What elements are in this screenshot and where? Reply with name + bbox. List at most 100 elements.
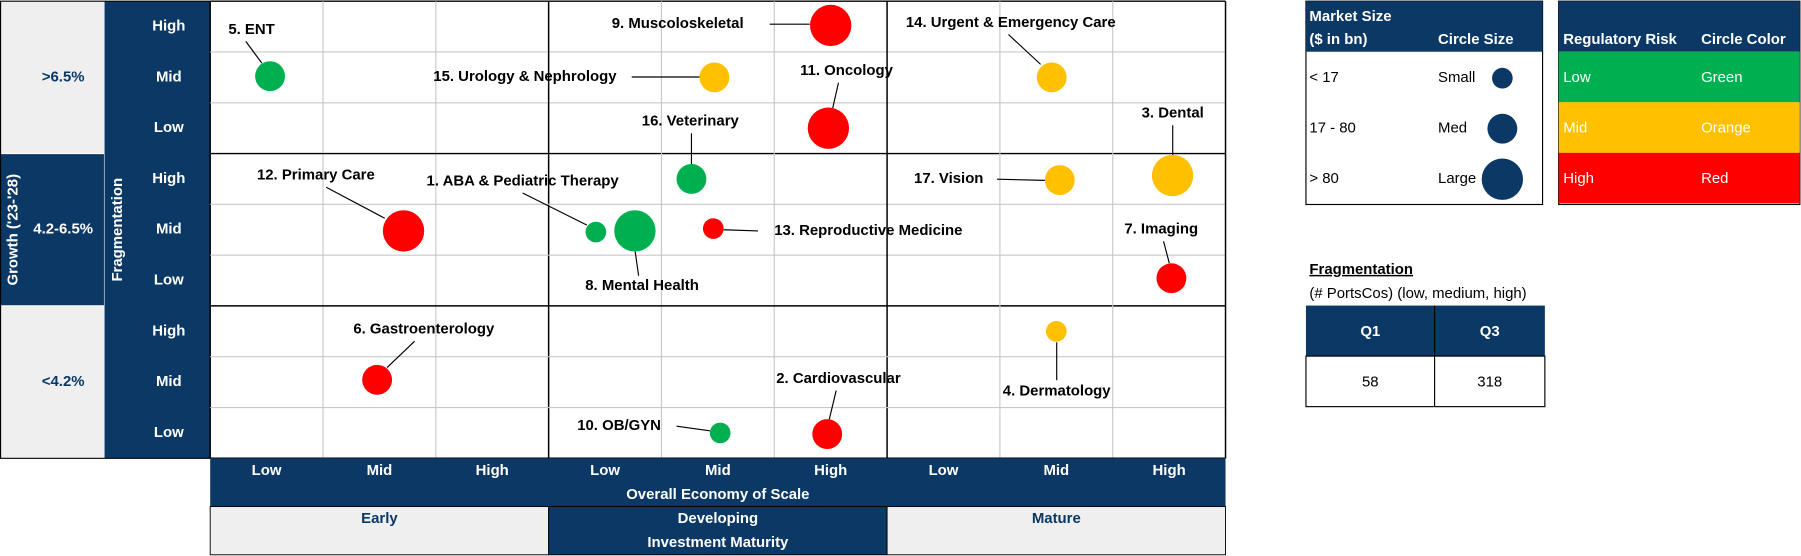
leader-line: [832, 82, 840, 109]
maturity-label: Early: [361, 510, 398, 527]
growth-band: [0, 0, 106, 155]
bubble-label: 7. Imaging: [1124, 221, 1198, 238]
bubble-label: 13. Reproductive Medicine: [774, 222, 962, 239]
bubble-label: 15. Urology & Nephrology: [433, 68, 617, 85]
bubble-label: 14. Urgent & Emergency Care: [906, 14, 1116, 31]
fragmentation-label: High: [152, 170, 185, 187]
leader-line: [1162, 241, 1170, 264]
leader-line: [996, 178, 1046, 181]
bubble-label: 2. Cardiovascular: [776, 370, 901, 387]
bubble-label: 16. Veterinary: [642, 113, 740, 130]
bubble-label: 6. Gastroenterology: [353, 321, 495, 338]
bubble: [382, 210, 425, 252]
leader-line: [828, 390, 837, 420]
size-swatch: [1481, 158, 1524, 200]
fragmentation-column: [104, 1, 211, 459]
maturity-band: [886, 506, 1226, 556]
size-range: 17 - 80: [1309, 120, 1355, 137]
bubble-label: 8. Mental Health: [585, 277, 699, 294]
fragmentation-label: Low: [154, 271, 184, 288]
x-axis-band: [210, 458, 1226, 507]
growth-band-label: <4.2%: [42, 373, 85, 390]
bubble: [812, 419, 843, 449]
leader-line: [245, 41, 263, 64]
size-range: < 17: [1309, 69, 1338, 86]
bubble: [702, 218, 724, 239]
bubble: [614, 210, 656, 252]
risk-name: Mid: [1563, 120, 1587, 137]
fragmentation-label: High: [152, 322, 185, 339]
x-tick-label: Mid: [1043, 462, 1069, 479]
growth-band-label: >6.5%: [42, 68, 85, 85]
y-subtitle: Fragmentation: [109, 178, 126, 282]
size-name: Large: [1438, 170, 1476, 187]
bubble-label: 9. Muscoloskeletal: [612, 15, 744, 32]
x-tick-label: Low: [590, 462, 620, 479]
bubble: [709, 422, 731, 444]
bubble: [1045, 320, 1067, 342]
leader-line: [723, 229, 759, 232]
bubble: [676, 164, 707, 194]
table-title: Fragmentation: [1309, 261, 1413, 278]
maturity-label: Mature: [1032, 510, 1081, 527]
risk-color-name: Red: [1701, 170, 1728, 187]
bubble: [699, 62, 730, 93]
risk-color-name: Green: [1701, 69, 1742, 86]
fragmentation-label: Mid: [156, 221, 182, 238]
table-cell: 58: [1362, 373, 1379, 390]
fragmentation-label: High: [152, 18, 185, 35]
risk-color-name: Orange: [1701, 120, 1751, 137]
risk-name: Low: [1563, 69, 1591, 86]
size-range: > 80: [1309, 170, 1338, 187]
bubble-label: 17. Vision: [914, 170, 983, 187]
risk-legend-column: Circle Color: [1701, 31, 1786, 48]
maturity-band: [209, 506, 550, 556]
leader-line: [1008, 34, 1042, 65]
size-swatch: [1487, 113, 1518, 144]
x-tick-label: Mid: [367, 462, 393, 479]
fragmentation-label: Mid: [156, 373, 182, 390]
x-tick-label: High: [476, 462, 509, 479]
bubble: [1151, 154, 1194, 197]
x-tick-label: Mid: [705, 462, 731, 479]
x-tick-label: Low: [929, 462, 959, 479]
leader-line: [634, 251, 640, 276]
bubble: [810, 4, 852, 47]
table-body: [1305, 355, 1546, 408]
bubble-label: 3. Dental: [1142, 105, 1204, 122]
bubble: [362, 364, 393, 395]
fragmentation-label: Mid: [156, 68, 182, 85]
bubble: [1044, 165, 1075, 196]
bubble-label: 11. Oncology: [800, 62, 894, 79]
growth-band: [0, 152, 106, 307]
size-swatch: [1492, 67, 1513, 89]
x-tick-label: High: [1153, 462, 1186, 479]
bubble: [1036, 62, 1067, 93]
bubble: [585, 221, 607, 243]
size-legend-header: [1305, 1, 1543, 52]
fragmentation-label: Low: [154, 424, 184, 441]
maturity-label: Developing: [678, 510, 758, 527]
table-subtitle: (# PortsCos) (low, medium, high): [1309, 285, 1526, 302]
risk-swatch: [1558, 102, 1800, 153]
size-name: Small: [1438, 69, 1475, 86]
fragmentation-label: Low: [154, 119, 184, 136]
table-cell: 318: [1477, 373, 1502, 390]
table-header-cell: Q3: [1480, 323, 1500, 340]
table-header: [1305, 305, 1545, 357]
risk-legend-title: Regulatory Risk: [1563, 31, 1677, 48]
bubble-label: 10. OB/GYN: [577, 417, 661, 434]
bubble-label: 4. Dermatology: [1003, 383, 1111, 400]
maturity-band: [548, 506, 888, 556]
risk-swatch: [1558, 152, 1800, 204]
leader-line: [676, 425, 710, 432]
bubble: [807, 107, 850, 149]
leader-line: [325, 186, 386, 219]
risk-name: High: [1563, 170, 1594, 187]
x-tick-label: Low: [252, 462, 282, 479]
x-tick-label: High: [814, 462, 847, 479]
size-legend-subtitle: ($ in bn): [1309, 31, 1367, 48]
size-legend-title: Market Size: [1309, 8, 1391, 25]
